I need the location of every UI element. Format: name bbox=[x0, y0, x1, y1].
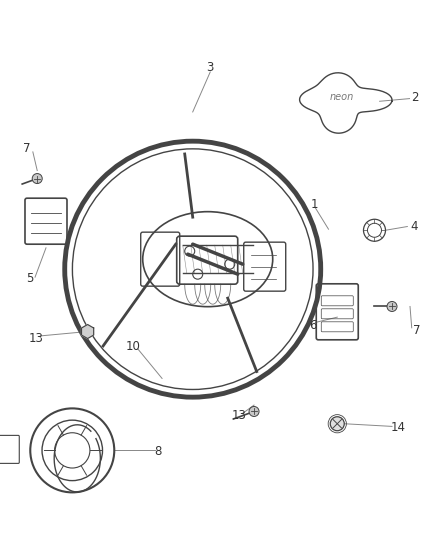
Text: 13: 13 bbox=[231, 409, 246, 422]
Text: 7: 7 bbox=[413, 324, 421, 337]
Text: 6: 6 bbox=[309, 319, 317, 332]
Text: 1: 1 bbox=[311, 198, 318, 211]
Text: 8: 8 bbox=[154, 445, 161, 458]
Text: 3: 3 bbox=[207, 61, 214, 74]
Text: 10: 10 bbox=[126, 340, 141, 353]
Text: 7: 7 bbox=[23, 142, 31, 155]
Text: neon: neon bbox=[329, 92, 354, 102]
Circle shape bbox=[32, 174, 42, 183]
Text: 14: 14 bbox=[391, 421, 406, 434]
Circle shape bbox=[249, 407, 259, 416]
Polygon shape bbox=[81, 325, 94, 338]
Circle shape bbox=[387, 302, 397, 311]
Text: 2: 2 bbox=[411, 91, 419, 103]
Text: 5: 5 bbox=[26, 272, 33, 285]
Text: 13: 13 bbox=[28, 332, 43, 345]
Text: 4: 4 bbox=[410, 220, 418, 233]
Circle shape bbox=[330, 417, 344, 431]
